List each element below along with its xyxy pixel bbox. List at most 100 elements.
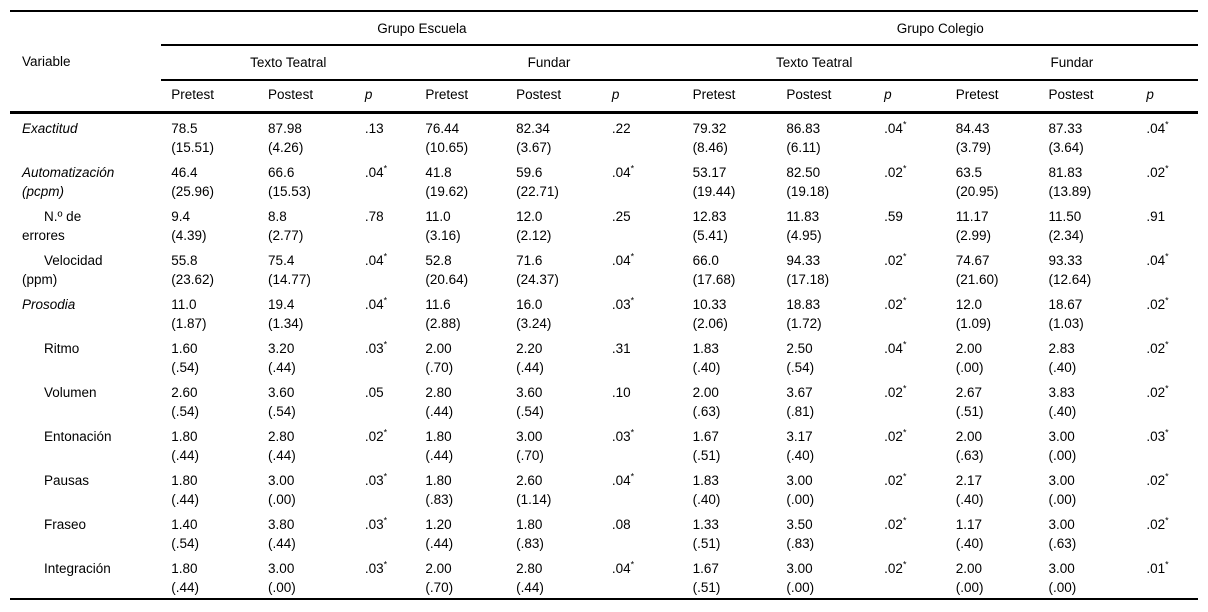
- cell-mean: 16.0 (3.24): [506, 290, 602, 334]
- cell-p: .31: [602, 334, 683, 378]
- mean-value: 71.6: [516, 253, 543, 268]
- cell-mean: 1.80 (.44): [161, 554, 258, 599]
- significance-asterisk: *: [902, 383, 907, 394]
- sd-value: (1.34): [268, 316, 304, 331]
- p-value: .10: [611, 385, 631, 400]
- mean-value: 82.50: [786, 165, 821, 180]
- variable-label-line: Entonación: [44, 429, 112, 444]
- mean-value: 3.20: [268, 341, 295, 356]
- variable-label-line: Integración: [44, 561, 111, 576]
- sd-value: (.54): [171, 360, 200, 375]
- cell-mean: 3.67 (.81): [776, 378, 874, 422]
- sd-value: (.70): [425, 360, 454, 375]
- cell-mean: 55.8 (23.62): [161, 246, 258, 290]
- cell-mean: 75.4 (14.77): [258, 246, 355, 290]
- cell-mean: 3.00 (.00): [1039, 554, 1137, 599]
- p-value: .02: [1146, 473, 1166, 488]
- sd-value: (.44): [171, 492, 200, 507]
- cell-p: .08: [602, 510, 683, 554]
- sd-value: (10.65): [425, 140, 469, 155]
- significance-asterisk: *: [902, 427, 907, 438]
- condition-header-texto-teatral: Texto Teatral: [682, 45, 946, 81]
- cell-p: .10: [602, 378, 683, 422]
- variable-label-line: Exactitud: [22, 121, 78, 136]
- significance-asterisk: *: [383, 427, 388, 438]
- cell-mean: 1.33 (.51): [683, 510, 777, 554]
- mean-value: 1.80: [171, 429, 198, 444]
- cell-mean: 1.17 (.40): [946, 510, 1039, 554]
- mean-value: 78.5: [171, 121, 198, 136]
- p-value: .02: [1146, 297, 1166, 312]
- mean-value: 3.50: [786, 517, 813, 532]
- sd-value: (25.96): [171, 184, 215, 199]
- cell-mean: 11.0 (1.87): [161, 290, 258, 334]
- mean-value: 11.83: [786, 209, 820, 224]
- mean-value: 41.8: [425, 165, 452, 180]
- cell-p: .13: [355, 113, 416, 159]
- p-value: .02: [884, 473, 903, 488]
- mean-value: 2.60: [516, 473, 543, 488]
- sd-value: (.54): [171, 536, 200, 551]
- p-value: .04: [611, 253, 631, 268]
- mean-value: 81.83: [1048, 165, 1083, 180]
- cell-mean: 87.98 (4.26): [258, 113, 355, 159]
- mean-value: 1.80: [425, 473, 452, 488]
- table-header: Variable Grupo Escuela Grupo Colegio Tex…: [10, 11, 1198, 114]
- cell-p: .04*: [355, 290, 416, 334]
- cell-mean: 41.8 (19.62): [415, 158, 506, 202]
- column-header-p: p: [601, 80, 683, 114]
- sd-value: (.54): [171, 404, 200, 419]
- p-value: .03: [364, 517, 384, 532]
- mean-value: 2.17: [955, 473, 983, 488]
- sd-value: (.44): [516, 580, 544, 595]
- significance-asterisk: *: [630, 471, 635, 482]
- cell-p: .04*: [602, 246, 683, 290]
- mean-value: 66.0: [692, 253, 719, 268]
- sd-value: (15.51): [171, 140, 215, 155]
- sd-value: (1.03): [1048, 316, 1084, 331]
- cell-p: .03*: [355, 466, 416, 510]
- p-value: .02: [1146, 385, 1166, 400]
- cell-p: .02*: [1136, 334, 1198, 378]
- sd-value: (.00): [955, 360, 984, 375]
- table-row: Fraseo 1.40 (.54) 3.80 (.44) .03* 1.20 (.44) 1.8…: [10, 510, 1198, 554]
- sd-value: (.44): [425, 448, 454, 463]
- significance-asterisk: *: [902, 339, 907, 350]
- cell-mean: 1.80 (.83): [415, 466, 506, 510]
- cell-mean: 81.83 (13.89): [1039, 158, 1137, 202]
- significance-asterisk: *: [1165, 119, 1169, 130]
- cell-mean: 11.17 (2.99): [946, 202, 1039, 246]
- cell-mean: 2.80 (.44): [415, 378, 506, 422]
- sd-value: (6.11): [786, 140, 821, 155]
- table-row: N.º de errores 9.4 (4.39) 8.8 (2.77) .78 11.0 (3…: [10, 202, 1198, 246]
- sd-value: (.00): [268, 492, 296, 507]
- cell-mean: 18.67 (1.03): [1039, 290, 1137, 334]
- mean-value: 11.50: [1048, 209, 1082, 224]
- table-row: Automatización (pcpm) 46.4 (25.96) 66.6 (15.5…: [10, 158, 1198, 202]
- column-header-postest: Postest: [258, 80, 355, 114]
- cell-mean: 2.60 (.54): [161, 378, 258, 422]
- cell-mean: 12.83 (5.41): [683, 202, 777, 246]
- p-value: .02: [1146, 165, 1166, 180]
- mean-value: 3.80: [268, 517, 295, 532]
- cell-mean: 52.8 (20.64): [415, 246, 506, 290]
- cell-mean: 3.00 (.00): [776, 466, 874, 510]
- sd-value: (5.41): [692, 228, 728, 243]
- cell-p: .04*: [602, 466, 683, 510]
- p-value: .04: [611, 561, 631, 576]
- p-value: .02: [364, 429, 384, 444]
- significance-asterisk: *: [383, 471, 388, 482]
- cell-mean: 1.83 (.40): [683, 466, 777, 510]
- cell-mean: 19.4 (1.34): [258, 290, 355, 334]
- cell-mean: 1.83 (.40): [683, 334, 777, 378]
- p-value: .04: [1146, 121, 1166, 136]
- mean-value: 3.00: [786, 561, 813, 576]
- mean-value: 75.4: [268, 253, 295, 268]
- column-header-p: p: [874, 80, 946, 114]
- p-value: .02: [884, 561, 903, 576]
- mean-value: 3.67: [786, 385, 813, 400]
- mean-value: 8.8: [268, 209, 287, 224]
- sd-value: (.00): [1048, 448, 1077, 463]
- cell-mean: 1.67 (.51): [683, 422, 777, 466]
- cell-mean: 2.00 (.63): [946, 422, 1039, 466]
